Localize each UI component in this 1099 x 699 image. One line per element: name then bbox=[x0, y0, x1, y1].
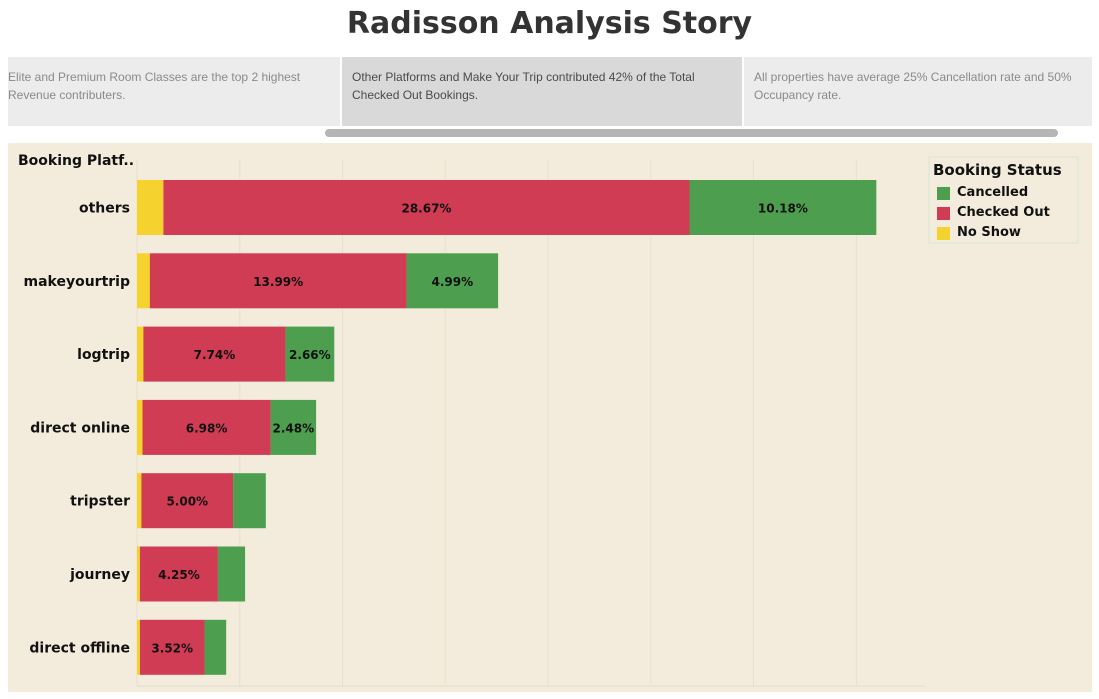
bar-cancelled-direct-offline[interactable] bbox=[204, 619, 227, 675]
data-label-cancelled: 2.48% bbox=[273, 421, 315, 435]
legend-swatch-no-show bbox=[937, 227, 950, 240]
category-label-tripster: tripster bbox=[70, 494, 130, 510]
row-header: Booking Platf.. bbox=[18, 153, 135, 169]
data-label-checked-out: 4.25% bbox=[158, 568, 200, 582]
data-label-cancelled: 2.66% bbox=[289, 348, 331, 362]
bar-no-show-direct-online[interactable] bbox=[137, 399, 143, 455]
bar-checked-out-direct-online[interactable] bbox=[142, 399, 271, 455]
bar-checked-out-direct-offline[interactable] bbox=[139, 619, 205, 675]
category-label-others: others bbox=[79, 201, 130, 217]
legend-label: Checked Out bbox=[957, 205, 1050, 220]
bar-cancelled-makeyourtrip[interactable] bbox=[406, 253, 499, 309]
bar-no-show-journey[interactable] bbox=[137, 546, 140, 602]
bar-cancelled-tripster[interactable] bbox=[233, 473, 266, 529]
data-label-cancelled: 10.18% bbox=[758, 202, 808, 216]
legend-label: Cancelled bbox=[957, 185, 1029, 200]
bar-checked-out-logtrip[interactable] bbox=[143, 326, 286, 382]
story-scrollbar-thumb[interactable] bbox=[325, 129, 1058, 137]
bar-cancelled-direct-online[interactable] bbox=[270, 399, 317, 455]
bar-no-show-tripster[interactable] bbox=[137, 473, 142, 529]
story-navigator: Elite and Premium Room Classes are the t… bbox=[8, 57, 1092, 127]
category-label-logtrip: logtrip bbox=[77, 347, 130, 363]
category-label-direct-offline: direct offline bbox=[29, 640, 130, 656]
bar-checked-out-makeyourtrip[interactable] bbox=[149, 253, 407, 309]
legend: Booking Status Cancelled Checked Out No … bbox=[928, 156, 1079, 244]
bar-checked-out-others[interactable] bbox=[163, 180, 690, 235]
bar-no-show-others[interactable] bbox=[137, 180, 164, 235]
bar-no-show-makeyourtrip[interactable] bbox=[137, 253, 150, 309]
legend-swatch-cancelled bbox=[937, 187, 950, 200]
bar-no-show-direct-offline[interactable] bbox=[137, 619, 140, 675]
legend-swatch-checked-out bbox=[937, 207, 950, 220]
category-label-direct-online: direct online bbox=[30, 420, 130, 436]
bar-no-show-logtrip[interactable] bbox=[137, 326, 144, 382]
bar-cancelled-others[interactable] bbox=[689, 180, 877, 235]
data-label-checked-out: 7.74% bbox=[194, 348, 236, 362]
story-point-1[interactable]: Elite and Premium Room Classes are the t… bbox=[8, 57, 340, 126]
legend-label: No Show bbox=[957, 225, 1021, 240]
data-label-checked-out: 28.67% bbox=[401, 202, 451, 216]
bar-checked-out-journey[interactable] bbox=[139, 546, 218, 602]
story-point-2[interactable]: Other Platforms and Make Your Trip contr… bbox=[342, 57, 742, 126]
story-point-3[interactable]: All properties have average 25% Cancella… bbox=[744, 57, 1092, 126]
data-label-checked-out: 3.52% bbox=[151, 641, 193, 655]
data-label-cancelled: 4.99% bbox=[432, 275, 474, 289]
bar-cancelled-journey[interactable] bbox=[217, 546, 246, 602]
category-label-makeyourtrip: makeyourtrip bbox=[24, 274, 131, 290]
bar-cancelled-logtrip[interactable] bbox=[285, 326, 335, 382]
bar-checked-out-tripster[interactable] bbox=[141, 473, 234, 529]
legend-title: Booking Status bbox=[933, 161, 1062, 179]
data-label-checked-out: 6.98% bbox=[186, 421, 228, 435]
story-scrollbar[interactable] bbox=[325, 129, 1058, 138]
category-label-journey: journey bbox=[69, 567, 130, 583]
data-label-checked-out: 5.00% bbox=[166, 495, 208, 509]
data-label-checked-out: 13.99% bbox=[253, 275, 303, 289]
story-title: Radisson Analysis Story bbox=[346, 6, 753, 41]
